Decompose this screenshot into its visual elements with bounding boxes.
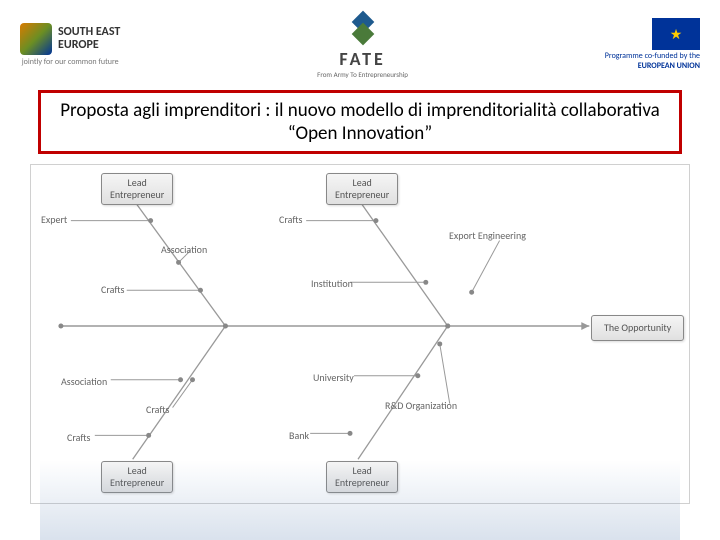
see-line2: EUROPE [58,39,120,52]
background-decoration [40,460,680,540]
branch-label: Association [61,375,107,388]
branch-label: Institution [311,277,353,290]
branch-label: R&D Organization [385,399,457,412]
title-box: Proposta agli imprenditori : il nuovo mo… [38,90,682,154]
header: SOUTH EAST EUROPE jointly for our common… [0,0,720,86]
branch-label: Bank [289,429,309,442]
eu-line2: EUROPEAN UNION [605,62,700,72]
fate-tagline: From Army To Entrepreneurship [317,70,408,79]
branch-label: Crafts [146,403,169,416]
fate-name: FATE [339,48,385,70]
fishbone-diagram: LeadEntrepreneurLeadEntrepreneurLeadEntr… [30,164,690,504]
branch-label: Export Engineering [449,229,526,242]
lead-entrepreneur-node: LeadEntrepreneur [326,173,398,205]
branch-label: Expert [41,213,67,226]
branch-label: Crafts [67,431,90,444]
logo-fate: FATE From Army To Entrepreneurship [317,12,408,79]
lead-entrepreneur-node: LeadEntrepreneur [101,173,173,205]
branch-label: Association [161,243,207,256]
see-tagline: jointly for our common future [22,57,119,67]
eu-flag-icon: ★ [652,18,700,50]
logo-see: SOUTH EAST EUROPE jointly for our common… [20,23,120,67]
branch-label: University [313,371,354,384]
logo-eu: ★ Programme co-funded by the EUROPEAN UN… [605,18,700,71]
branch-label: Crafts [279,213,302,226]
fate-icon [346,12,380,46]
opportunity-node: The Opportunity [591,315,684,341]
see-icon [20,23,52,55]
branch-label: Crafts [101,283,124,296]
